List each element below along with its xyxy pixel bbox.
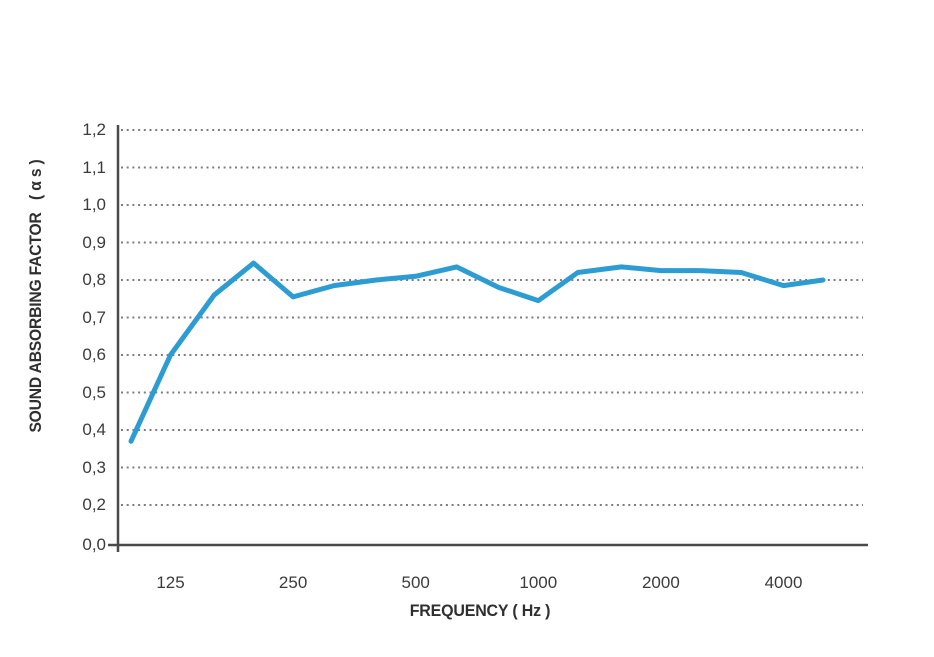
y-tick-label: 0,6 bbox=[82, 345, 106, 364]
y-tick-label: 0,4 bbox=[82, 420, 106, 439]
y-tick-label: 1,0 bbox=[82, 195, 106, 214]
x-tick-label: 4000 bbox=[764, 573, 803, 592]
x-tick-label: 125 bbox=[156, 573, 185, 592]
y-tick-label: 0,3 bbox=[82, 457, 106, 477]
x-tick-label: 1000 bbox=[519, 573, 558, 592]
y-tick-label: 0,9 bbox=[82, 232, 106, 252]
x-tick-label: 2000 bbox=[641, 573, 680, 592]
x-tick-label: 500 bbox=[401, 573, 430, 592]
x-axis-title: FREQUENCY ( Hz ) bbox=[409, 601, 551, 620]
y-tick-label: 0,5 bbox=[82, 382, 106, 402]
gridlines bbox=[121, 129, 863, 506]
absorption-curve bbox=[128, 260, 826, 444]
y-tick-label: 0,8 bbox=[82, 270, 106, 289]
y-tick-label: 0,0 bbox=[82, 535, 106, 554]
y-tick-label: 0,7 bbox=[82, 307, 106, 327]
y-tick-label: 1,2 bbox=[82, 120, 106, 139]
x-tick-label: 250 bbox=[278, 573, 308, 592]
y-tick-label: 0,2 bbox=[82, 495, 106, 514]
y-tick-label: 1,1 bbox=[82, 157, 106, 177]
